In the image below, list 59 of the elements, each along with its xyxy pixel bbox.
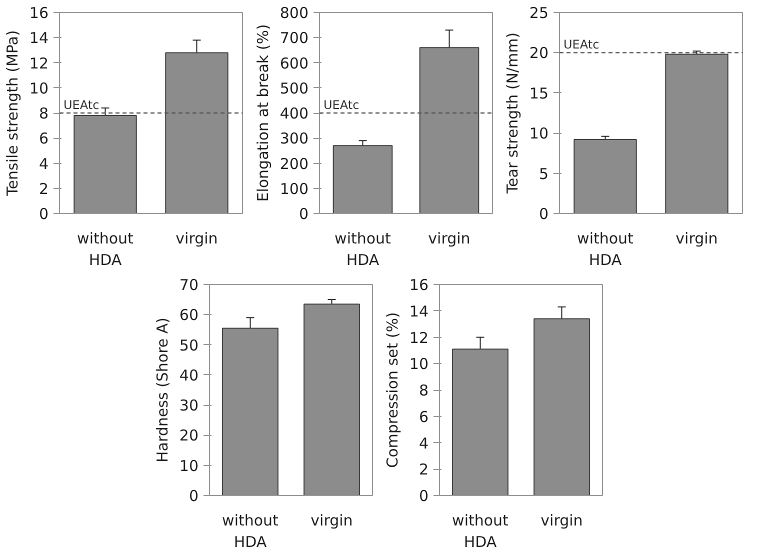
y-axis-title: Elongation at break (%)	[254, 24, 272, 202]
y-tick-label: 10	[29, 79, 49, 98]
y-tick-label: 8	[38, 104, 49, 122]
y-tick-label: 4	[418, 434, 429, 452]
x-tick-label: without HDA	[77, 230, 134, 270]
y-tick-label: 10	[179, 456, 199, 475]
x-tick-label: virgin	[428, 230, 470, 248]
y-tick-label: 0	[298, 205, 309, 223]
y-tick-label: 8	[418, 382, 429, 400]
y-axis-title: Tensile strength (MPa)	[3, 30, 22, 197]
y-tick-label: 600	[280, 54, 309, 72]
y-tick-label: 200	[280, 154, 309, 173]
y-tick-label: 2	[418, 460, 429, 479]
y-tick-label: 60	[179, 306, 199, 324]
x-tick-label: virgin	[540, 512, 583, 530]
ref-line-label: UEAtc	[324, 98, 360, 112]
x-tick-label: virgin	[676, 230, 718, 248]
y-tick-label: 30	[179, 396, 199, 415]
y-tick-label: 400	[280, 104, 309, 122]
y-tick-label: 10	[529, 124, 549, 143]
y-tick-label: 15	[529, 84, 549, 102]
y-tick-label: 10	[409, 355, 429, 374]
ref-line-label: UEAtc	[564, 38, 600, 52]
y-tick-label: 50	[179, 336, 199, 354]
y-tick-label: 4	[38, 154, 49, 173]
y-axis-title: Hardness (Shore A)	[153, 317, 172, 463]
x-tick-label: without HDA	[222, 512, 279, 552]
y-tick-label: 0	[538, 205, 549, 223]
y-tick-label: 40	[179, 366, 199, 384]
y-tick-label: 5	[538, 164, 549, 183]
y-tick-label: 0	[418, 487, 429, 505]
y-tick-label: 14	[409, 302, 429, 320]
y-tick-label: 25	[529, 4, 549, 22]
ref-line-label: UEAtc	[64, 98, 100, 112]
x-tick-label: without HDA	[334, 230, 392, 270]
y-tick-label: 12	[409, 328, 429, 347]
y-tick-label: 6	[418, 408, 429, 426]
y-tick-label: 16	[29, 4, 49, 22]
x-tick-label: virgin	[310, 512, 353, 530]
x-tick-label: without HDA	[577, 230, 634, 270]
y-tick-label: 0	[38, 205, 49, 223]
y-tick-label: 12	[29, 54, 49, 72]
y-tick-label: 70	[179, 276, 199, 294]
y-tick-label: 100	[280, 180, 309, 198]
y-tick-label: 300	[280, 130, 309, 148]
y-tick-label: 20	[179, 426, 199, 445]
y-tick-label: 16	[409, 276, 429, 294]
y-tick-label: 500	[280, 79, 309, 98]
x-tick-label: without HDA	[452, 512, 509, 552]
y-tick-label: 0	[188, 487, 199, 505]
y-tick-label: 800	[280, 4, 309, 22]
y-tick-label: 6	[38, 130, 49, 148]
y-tick-label: 14	[29, 29, 49, 48]
y-tick-label: 700	[280, 29, 309, 48]
y-tick-label: 2	[38, 180, 49, 198]
y-axis-title: Compression set (%)	[383, 312, 402, 468]
y-tick-label: 20	[529, 44, 549, 62]
y-axis-title: Tear strength (N/mm)	[503, 32, 522, 195]
x-tick-label: virgin	[176, 230, 218, 248]
